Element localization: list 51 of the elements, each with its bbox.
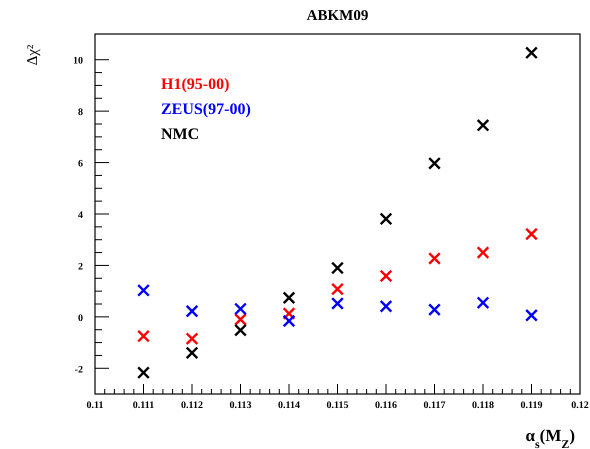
point: [380, 212, 392, 226]
y-axis-title: Δχ²: [25, 44, 41, 66]
y-tick-label: -2: [74, 364, 83, 376]
point: [186, 332, 198, 346]
point: [282, 291, 296, 304]
y-tick-label: 2: [78, 261, 83, 272]
x-tick-label: 0.111: [132, 400, 154, 411]
point: [186, 304, 198, 318]
point: [476, 296, 490, 310]
text: ZEUS(97-00): [161, 101, 251, 118]
x-tick-label: 0.119: [520, 400, 542, 411]
text: NMC: [161, 126, 200, 143]
point: [282, 307, 296, 320]
point: [331, 296, 344, 310]
point: [525, 228, 538, 241]
chart-title: ABKM09: [306, 8, 368, 24]
x-tick-label: 0.112: [181, 400, 203, 411]
point: [186, 346, 198, 360]
x-tick-label: 0.113: [230, 400, 252, 411]
x-tick-label: 0.114: [278, 400, 300, 411]
y-tick-label: 6: [78, 158, 83, 170]
point: [428, 252, 441, 265]
point: [476, 246, 490, 260]
y-tick-label: 4: [78, 210, 83, 221]
x-tick-label: 0.12: [571, 400, 589, 411]
point: [282, 314, 296, 328]
y-tick-label: 10: [73, 56, 83, 67]
point: [476, 118, 490, 132]
x-tick-label: 0.115: [326, 400, 348, 411]
x-axis-title: α$_{s}$(M$_{Z}$): [526, 426, 575, 449]
x-tick-label: 0.117: [424, 400, 446, 411]
point: [428, 156, 441, 170]
text: H1(95-00): [161, 76, 230, 93]
y-tick-label: 0: [78, 312, 83, 324]
point: [525, 46, 538, 60]
point: [380, 269, 392, 282]
point: [137, 330, 150, 343]
x-tick-label: 0.116: [375, 400, 397, 411]
point: [380, 300, 392, 313]
point: [331, 262, 344, 274]
x-tick-label: 0.118: [472, 400, 494, 411]
y-tick-label: 8: [78, 107, 83, 118]
point: [525, 308, 538, 322]
point: [428, 303, 441, 316]
point: [234, 302, 247, 316]
point: [331, 282, 344, 296]
point: [137, 284, 150, 297]
point: [234, 324, 247, 337]
x-tick-label: 0.11: [86, 400, 104, 411]
point: [234, 312, 247, 326]
point: [137, 366, 150, 380]
